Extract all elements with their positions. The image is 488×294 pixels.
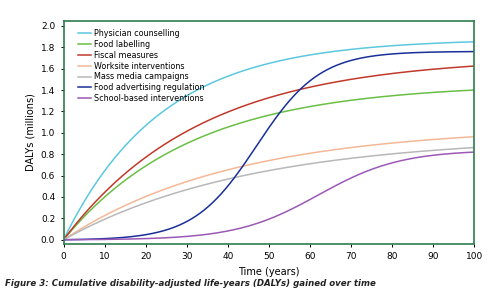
Text: Figure 3: Cumulative disability-adjusted life-years (DALYs) gained over time: Figure 3: Cumulative disability-adjusted… <box>5 279 375 288</box>
Legend: Physician counselling, Food labelling, Fiscal measures, Worksite interventions, : Physician counselling, Food labelling, F… <box>76 27 207 105</box>
X-axis label: Time (years): Time (years) <box>238 267 299 277</box>
Y-axis label: DALYs (millions): DALYs (millions) <box>25 93 35 171</box>
